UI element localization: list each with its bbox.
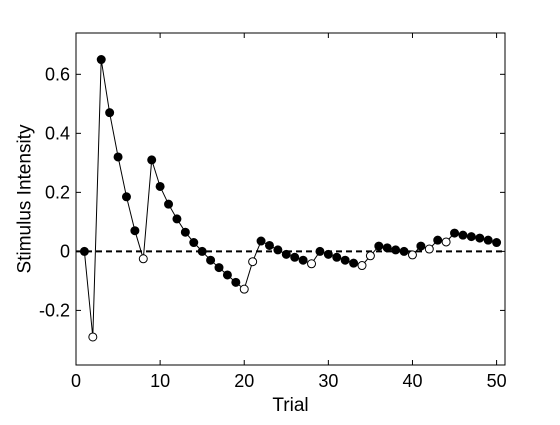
data-point-filled <box>113 152 123 162</box>
axes <box>75 32 506 366</box>
y-tick-label: 0 <box>60 241 70 261</box>
data-point-filled <box>197 246 207 256</box>
data-point-filled <box>231 277 241 287</box>
y-tick-label: -0.2 <box>39 300 70 320</box>
x-tick-label: 50 <box>487 371 507 391</box>
data-point-filled <box>105 108 115 118</box>
data-point-open <box>248 257 258 267</box>
data-point-filled <box>256 236 266 246</box>
data-point-filled <box>264 240 274 250</box>
data-point-filled <box>382 243 392 253</box>
x-tick-label: 10 <box>150 371 170 391</box>
y-tick-label: 0.6 <box>45 64 70 84</box>
data-point-filled <box>458 230 468 240</box>
data-point-open <box>365 251 375 261</box>
data-point-filled <box>130 226 140 236</box>
data-point-open <box>357 261 367 271</box>
data-point-open <box>424 244 434 254</box>
data-point-filled <box>79 246 89 256</box>
data-point-filled <box>273 245 283 255</box>
x-tick-label: 30 <box>318 371 338 391</box>
series-points-group <box>79 55 502 342</box>
data-point-filled <box>121 192 131 202</box>
data-point-filled <box>290 252 300 262</box>
data-point-filled <box>222 270 232 280</box>
y-axis-label: Stimulus Intensity <box>15 124 36 273</box>
x-axis-label: Trial <box>272 395 308 416</box>
data-point-open <box>138 254 148 264</box>
x-tick-label: 20 <box>234 371 254 391</box>
data-point-filled <box>323 249 333 259</box>
data-point-filled <box>450 228 460 238</box>
data-point-filled <box>433 235 443 245</box>
data-point-filled <box>416 241 426 251</box>
x-tick-label: 0 <box>71 371 81 391</box>
data-point-filled <box>399 246 409 256</box>
data-point-open <box>407 250 417 260</box>
data-point-filled <box>475 233 485 243</box>
data-point-filled <box>315 246 325 256</box>
data-point-filled <box>180 227 190 237</box>
data-point-filled <box>155 181 165 191</box>
data-point-filled <box>349 258 359 268</box>
data-point-open <box>239 284 249 294</box>
plot-frame <box>75 32 506 366</box>
series-line <box>83 59 497 338</box>
data-point-filled <box>298 255 308 265</box>
data-point-filled <box>96 55 106 65</box>
data-point-open <box>441 237 451 247</box>
data-point-open <box>307 259 317 269</box>
data-point-filled <box>483 235 493 245</box>
x-tick-label: 40 <box>402 371 422 391</box>
data-point-filled <box>281 249 291 259</box>
ticks-group: 0 10 20 30 40 50 -0.2 0 0.2 0.4 0.6 <box>39 33 507 391</box>
data-point-open <box>88 332 98 342</box>
data-point-filled <box>214 263 224 273</box>
data-point-filled <box>492 238 502 248</box>
data-point-filled <box>206 255 216 265</box>
data-point-filled <box>147 155 157 165</box>
y-tick-label: 0.2 <box>45 182 70 202</box>
data-point-filled <box>391 245 401 255</box>
data-point-filled <box>189 238 199 248</box>
data-point-filled <box>172 214 182 224</box>
series-line-group <box>83 59 497 338</box>
y-tick-label: 0.4 <box>45 123 70 143</box>
data-point-filled <box>164 199 174 209</box>
data-point-filled <box>332 252 342 262</box>
data-point-filled <box>466 232 476 242</box>
data-point-filled <box>340 255 350 265</box>
data-point-filled <box>374 241 384 251</box>
